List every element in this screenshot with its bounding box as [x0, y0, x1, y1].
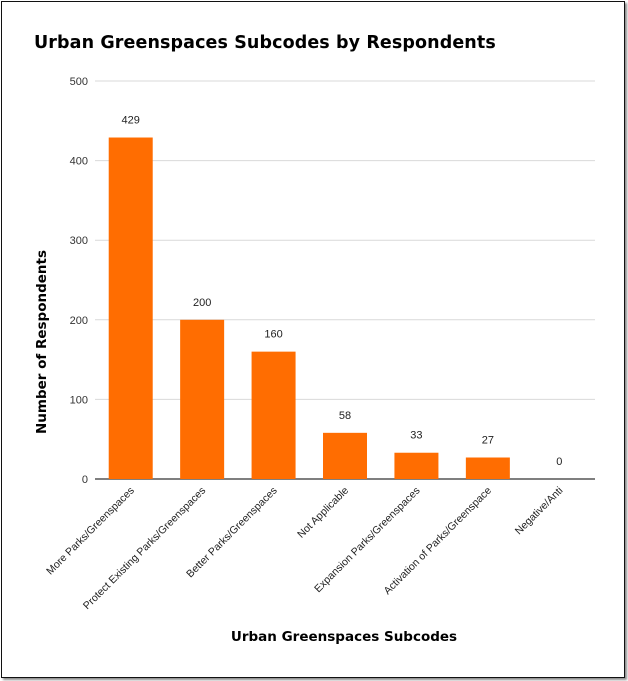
data-label: 33: [410, 430, 422, 442]
data-labels: 429 200 160 58 33 27 0: [122, 115, 563, 468]
bar: [323, 432, 367, 479]
y-tick-label: 300: [70, 235, 88, 247]
data-label: 27: [482, 435, 494, 447]
x-axis-title: Urban Greenspaces Subcodes: [230, 629, 458, 645]
y-tick-label: 0: [82, 474, 88, 486]
bar: [465, 457, 510, 479]
data-label: 429: [122, 115, 140, 127]
bar: [251, 351, 296, 479]
data-label: 0: [556, 456, 562, 468]
bar: [394, 452, 439, 479]
data-label: 160: [264, 329, 282, 341]
y-tick-label: 100: [70, 394, 88, 406]
y-tick-labels: 0 100 200 300 400 500: [70, 76, 88, 486]
data-label: 200: [193, 297, 211, 309]
gridlines: [95, 80, 595, 480]
x-tick-label: Negative/Anti: [513, 485, 566, 538]
y-tick-label: 200: [70, 315, 88, 327]
chart-title: Urban Greenspaces Subcodes by Respondent…: [34, 33, 496, 53]
x-tick-label: Protect Existing Parks/Greenspaces: [81, 485, 208, 612]
bar: [108, 137, 153, 480]
y-tick-label: 400: [70, 156, 88, 168]
x-tick-label: Not Applicable: [295, 485, 351, 541]
data-label: 58: [339, 410, 351, 422]
y-tick-label: 500: [70, 76, 88, 88]
bar: [180, 319, 225, 479]
bars: [108, 137, 510, 480]
